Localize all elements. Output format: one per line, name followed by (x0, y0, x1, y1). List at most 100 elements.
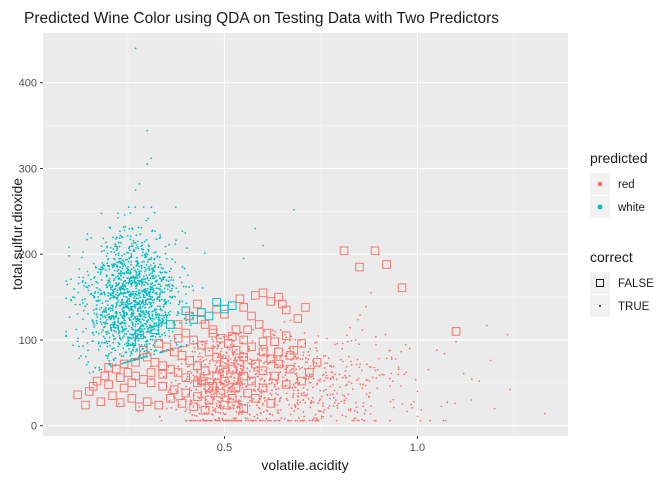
red-true-point (178, 369, 180, 371)
white-true-point (87, 361, 89, 363)
red-true-point (197, 404, 200, 406)
white-true-point (152, 289, 155, 292)
red-true-point (334, 343, 336, 346)
white-true-point (116, 298, 119, 300)
white-true-point (128, 281, 131, 284)
red-false-square (146, 378, 156, 388)
white-true-point (127, 307, 130, 310)
red-true-point (350, 364, 353, 366)
white-true-point (149, 303, 152, 306)
red-true-point (212, 344, 215, 347)
red-true-point (316, 419, 319, 422)
white-true-point (262, 244, 264, 247)
red-false-square (115, 373, 125, 382)
white-true-point (121, 263, 124, 265)
white-true-point (254, 227, 257, 230)
red-false-square (285, 364, 295, 374)
white-true-point (179, 276, 181, 279)
white-true-point (105, 319, 108, 321)
white-true-point (156, 305, 159, 307)
red-true-point (229, 407, 232, 410)
white-true-point (101, 314, 103, 316)
red-false-square (216, 388, 225, 398)
white-true-point (146, 303, 149, 306)
red-false-square (243, 325, 252, 334)
white-true-point (114, 357, 117, 359)
white-true-point (149, 286, 152, 289)
red-true-point (256, 413, 259, 416)
red-true-point (342, 360, 344, 363)
white-true-point (134, 47, 137, 50)
red-true-point (485, 324, 488, 327)
red-true-point (326, 393, 329, 396)
white-true-point (121, 301, 123, 304)
red-true-point (229, 388, 232, 390)
white-true-point (114, 349, 117, 352)
white-true-point (119, 266, 121, 268)
red-true-point (493, 407, 496, 410)
white-true-point (185, 285, 187, 288)
red-true-point (331, 393, 334, 396)
red-true-point (297, 389, 299, 392)
red-true-point (394, 358, 397, 360)
red-true-point (416, 415, 419, 418)
white-true-point (119, 353, 121, 356)
white-true-point (152, 285, 155, 287)
white-true-point (121, 310, 124, 313)
red-true-point (218, 401, 221, 404)
white-true-point (117, 216, 119, 219)
red-false-square (293, 314, 303, 323)
x-tick-label: 1.0 (410, 442, 425, 454)
red-true-point (306, 361, 309, 364)
white-true-point (100, 292, 103, 295)
white-true-point (106, 314, 109, 317)
white-true-point (146, 298, 149, 301)
white-true-point (159, 292, 162, 295)
red-true-point (240, 402, 243, 405)
white-true-point (112, 279, 115, 282)
red-true-point (264, 385, 267, 388)
white-true-point (110, 251, 113, 253)
white-true-point (116, 312, 118, 315)
red-true-point (365, 378, 368, 381)
white-true-point (106, 285, 109, 288)
white-true-point (137, 292, 140, 294)
white-true-point (155, 280, 157, 283)
white-true-point (159, 305, 161, 308)
white-true-point (117, 282, 120, 285)
white-true-point (82, 276, 85, 279)
red-true-point (269, 392, 272, 395)
red-true-point (212, 406, 214, 409)
white-true-point (82, 309, 85, 312)
red-true-point (237, 376, 240, 378)
white-true-point (103, 264, 106, 267)
white-true-point (112, 338, 115, 341)
red-true-point (272, 333, 275, 336)
red-true-point (364, 409, 367, 412)
white-true-point (150, 157, 153, 160)
white-true-point (147, 217, 150, 220)
red-true-point (276, 364, 279, 366)
white-true-point (159, 285, 162, 288)
red-true-point (244, 417, 247, 419)
white-true-point (142, 325, 145, 328)
red-true-point (226, 395, 229, 397)
white-true-point (107, 300, 109, 303)
white-true-point (131, 334, 134, 336)
red-true-point (276, 381, 279, 384)
white-true-point (116, 301, 119, 304)
white-true-point (145, 255, 148, 258)
white-true-point (104, 316, 107, 319)
red-true-point (361, 418, 363, 421)
red-true-point (220, 337, 223, 340)
red-false-square (251, 359, 260, 369)
white-true-point (168, 313, 171, 316)
red-true-point (304, 361, 307, 363)
red-true-point (217, 400, 219, 402)
red-true-point (348, 355, 350, 358)
white-true-point (141, 333, 144, 336)
red-true-point (216, 405, 218, 407)
white-true-point (168, 283, 171, 286)
white-true-point (106, 357, 109, 360)
white-true-point (146, 163, 149, 166)
